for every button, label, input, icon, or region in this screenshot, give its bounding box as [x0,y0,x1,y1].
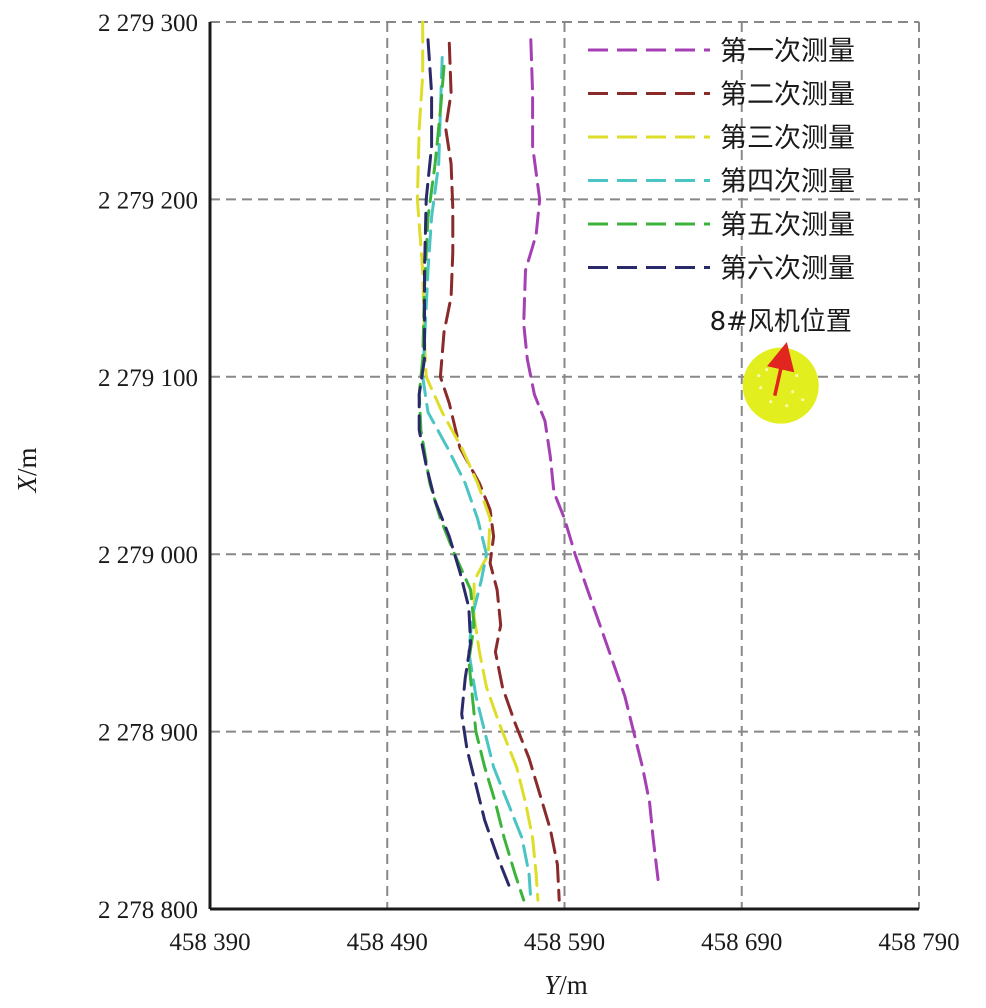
y-tick-label-4: 2 279 200 [98,187,198,214]
turbine-marker-dot-3 [759,386,763,390]
x-tick-label-3: 458 690 [701,929,782,956]
x-axis-label: Y/m [544,970,588,1000]
series-line-4 [421,56,533,902]
turbine-marker-dot-5 [791,390,795,394]
grid [210,21,920,909]
axes [208,22,919,911]
turbine-label: 8#风机位置 [710,307,852,337]
legend-label-5: 第五次测量 [720,210,855,241]
turbine-marker-dot-7 [785,404,789,408]
legend-label-3: 第三次测量 [720,123,855,154]
turbine-marker-dot-6 [769,400,773,404]
y-axis-label-unit: /m [12,447,42,476]
y-tick-label-3: 2 279 100 [98,365,198,392]
series-line-1 [522,38,660,884]
x-tick-label-1: 458 490 [347,929,428,956]
y-tick-label-0: 2 278 800 [98,897,198,924]
legend-label-6: 第六次测量 [720,254,855,285]
turbine-marker-dot-9 [757,374,761,378]
turbine-marker-dot-8 [801,398,805,402]
x-axis-label-unit: /m [559,970,588,1000]
y-tick-labels: 2 278 800 2 278 900 2 279 000 2 279 100 2 27… [98,10,198,924]
x-axis-label-var: Y [544,970,562,1000]
annotation-group: 8#风机位置 [710,307,852,424]
y-axis-label-var: X [12,475,42,494]
series-line-3 [415,20,540,902]
legend-label-2: 第二次测量 [720,80,855,111]
y-tick-label-2: 2 279 000 [98,542,198,569]
x-tick-label-4: 458 790 [878,929,959,956]
turbine-marker-dot-0 [765,368,769,372]
x-tick-labels: 458 390 458 490 458 590 458 690 458 790 [169,929,959,956]
series-line-2 [438,41,561,902]
arrow-icon [767,342,795,397]
series-group [415,20,660,902]
legend-label-1: 第一次测量 [720,36,855,67]
turbine-marker [742,347,819,424]
x-tick-label-0: 458 390 [169,929,250,956]
x-tick-label-2: 458 590 [524,929,605,956]
series-line-6 [417,38,513,893]
legend-label-4: 第四次测量 [720,167,855,198]
y-tick-label-5: 2 279 300 [98,10,198,37]
turbine-marker-dot-2 [795,374,799,378]
y-tick-label-1: 2 278 900 [98,720,198,747]
y-axis-label: X/m [12,447,42,493]
